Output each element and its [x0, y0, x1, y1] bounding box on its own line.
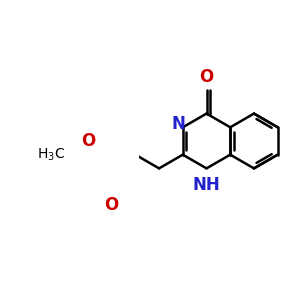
Text: N: N — [172, 116, 185, 134]
Text: NH: NH — [193, 176, 220, 194]
Text: H$_3$C: H$_3$C — [37, 146, 65, 163]
Text: O: O — [200, 68, 214, 86]
Text: O: O — [104, 196, 119, 214]
Text: O: O — [81, 132, 95, 150]
